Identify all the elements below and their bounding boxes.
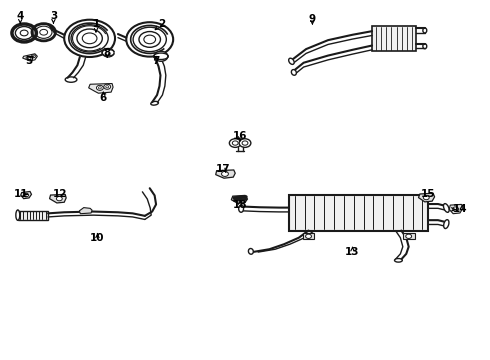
Circle shape [31, 55, 35, 58]
Text: 1: 1 [92, 19, 99, 29]
Polygon shape [449, 204, 463, 214]
Circle shape [126, 22, 173, 57]
Circle shape [24, 193, 28, 197]
Ellipse shape [289, 58, 294, 64]
Circle shape [229, 139, 241, 147]
Polygon shape [216, 170, 235, 178]
Text: 8: 8 [103, 48, 111, 58]
Text: 4: 4 [17, 11, 24, 21]
Text: 13: 13 [345, 247, 360, 257]
Circle shape [64, 20, 115, 57]
Circle shape [154, 51, 168, 61]
Polygon shape [23, 54, 37, 61]
Polygon shape [18, 211, 48, 220]
Text: 6: 6 [99, 93, 107, 103]
Ellipse shape [248, 248, 253, 254]
Text: 2: 2 [158, 19, 166, 29]
Text: 17: 17 [216, 163, 230, 174]
Ellipse shape [443, 220, 449, 229]
Text: 7: 7 [152, 56, 160, 66]
Polygon shape [289, 195, 428, 230]
Circle shape [139, 32, 160, 47]
Polygon shape [372, 26, 416, 50]
Ellipse shape [239, 205, 244, 212]
Polygon shape [403, 233, 415, 239]
Circle shape [40, 30, 48, 35]
Text: 9: 9 [309, 14, 316, 24]
Text: 16: 16 [233, 131, 247, 141]
Circle shape [102, 48, 114, 57]
Circle shape [56, 197, 62, 201]
Ellipse shape [16, 210, 20, 220]
Circle shape [406, 234, 412, 238]
Polygon shape [49, 194, 66, 203]
Circle shape [239, 139, 251, 147]
Circle shape [453, 207, 459, 211]
Ellipse shape [443, 204, 449, 212]
Ellipse shape [394, 258, 402, 262]
Polygon shape [231, 195, 247, 203]
Text: 14: 14 [453, 204, 467, 215]
Polygon shape [303, 233, 315, 239]
Text: 11: 11 [14, 189, 28, 199]
Ellipse shape [292, 69, 296, 75]
Text: 5: 5 [25, 56, 33, 66]
Circle shape [221, 171, 228, 176]
Circle shape [26, 56, 31, 60]
Text: 3: 3 [50, 11, 57, 21]
Circle shape [20, 30, 28, 36]
Polygon shape [79, 208, 92, 214]
Circle shape [306, 234, 312, 238]
Circle shape [423, 195, 429, 200]
Text: 10: 10 [90, 233, 105, 243]
Polygon shape [21, 192, 31, 199]
Text: 15: 15 [421, 189, 436, 199]
Text: 18: 18 [233, 200, 247, 210]
Polygon shape [418, 193, 435, 202]
Circle shape [77, 29, 102, 48]
Text: 12: 12 [53, 189, 68, 199]
Circle shape [97, 85, 103, 90]
Polygon shape [89, 84, 113, 93]
Circle shape [104, 84, 111, 89]
